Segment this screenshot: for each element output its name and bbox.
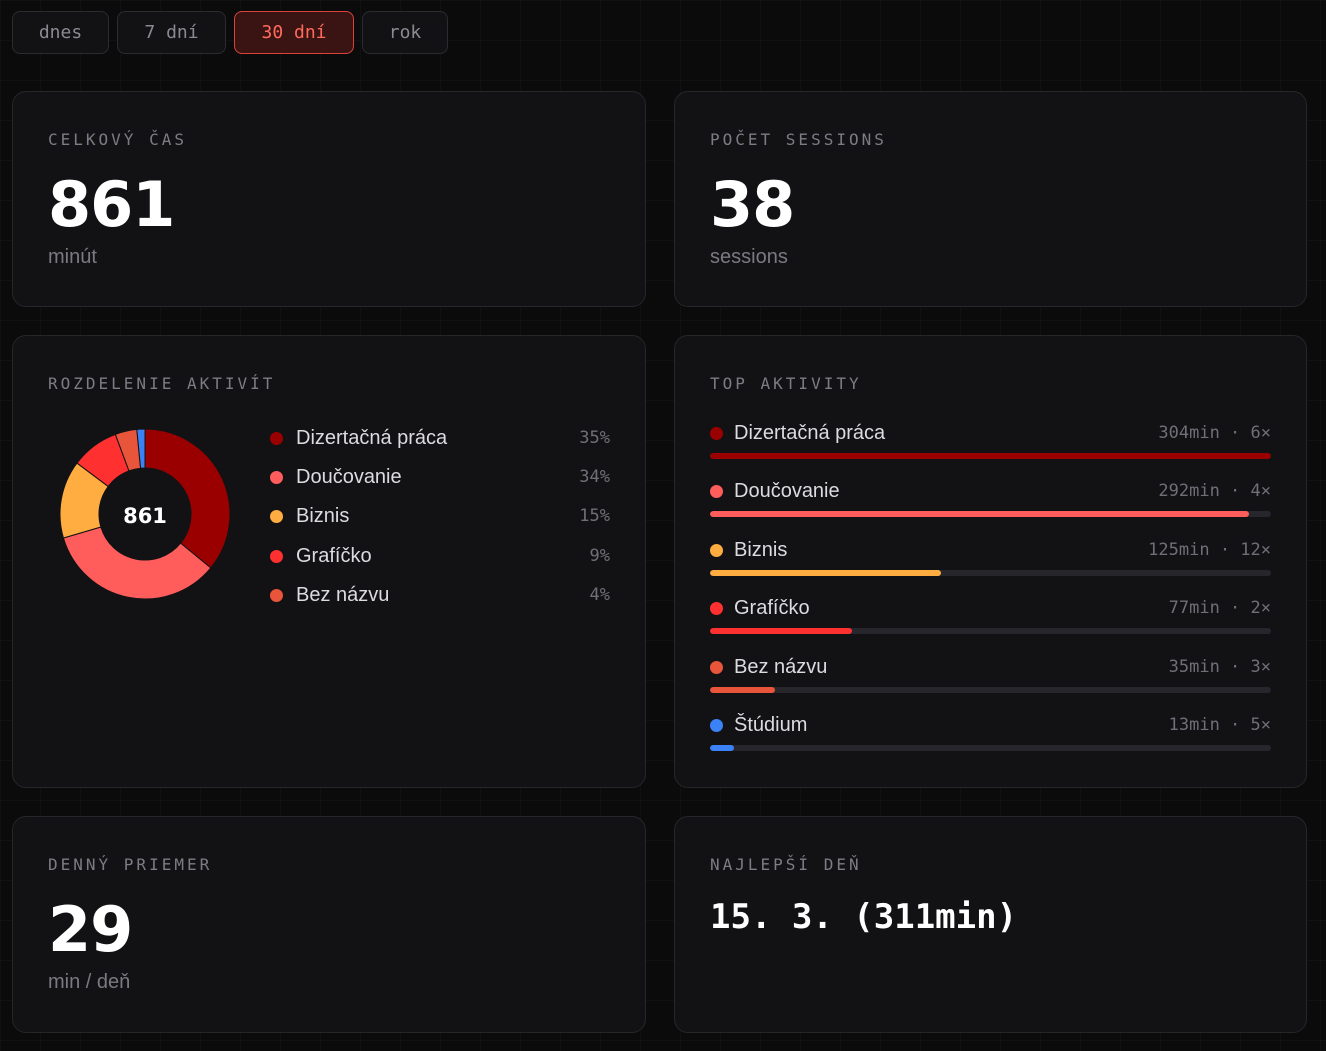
total-time-label: CELKOVÝ ČAS: [48, 130, 187, 149]
legend-name: Bez názvu: [296, 583, 390, 606]
activity-bar-fill: [710, 511, 1249, 517]
activity-bar-track: [710, 745, 1271, 751]
activity-bar-fill: [710, 570, 941, 576]
donut-slice-6: [136, 428, 146, 469]
legend-item: Grafíčko 9%: [270, 544, 610, 568]
legend-name: Grafíčko: [296, 544, 372, 567]
activity-name: Grafíčko: [734, 596, 810, 619]
activity-bar-track: [710, 687, 1271, 693]
breakdown-card: ROZDELENIE AKTIVÍT 861 Dizertačná práca …: [12, 335, 646, 788]
top-activity-row: Štúdium 13min · 5×: [710, 713, 1271, 753]
best-day-card: NAJLEPŠÍ DEŇ 15. 3. (311min): [674, 816, 1307, 1033]
top-activity-row: Dizertačná práca 304min · 6×: [710, 421, 1271, 461]
daily-average-unit: min / deň: [48, 971, 131, 993]
total-time-value: 861: [48, 168, 175, 241]
donut-center-label: 861: [123, 504, 167, 528]
total-time-unit: minút: [48, 246, 97, 268]
top-activity-row: Bez názvu 35min · 3×: [710, 655, 1271, 695]
legend-pct: 15%: [579, 506, 610, 526]
tab-year[interactable]: rok: [362, 11, 448, 54]
breakdown-label: ROZDELENIE AKTIVÍT: [48, 374, 276, 393]
top-activities-label: TOP AKTIVITY: [710, 374, 862, 393]
activity-donut-chart: 861: [59, 428, 231, 600]
activity-meta: 35min · 3×: [1168, 657, 1271, 677]
activity-meta: 13min · 5×: [1168, 715, 1271, 735]
legend-item: Bez názvu 4%: [270, 583, 610, 607]
activity-meta: 304min · 6×: [1158, 423, 1271, 443]
legend-dot: [270, 431, 283, 445]
activity-name: Štúdium: [734, 713, 808, 736]
activity-name: Dizertačná práca: [734, 421, 886, 444]
sessions-card: POČET SESSIONS 38 sessions: [674, 91, 1307, 307]
best-day-value: 15. 3. (311min): [710, 897, 1018, 937]
donut-slice-2: [62, 526, 212, 600]
tab-today[interactable]: dnes: [12, 11, 109, 54]
activity-meta: 125min · 12×: [1148, 540, 1271, 560]
activity-bar-track: [710, 628, 1271, 634]
legend-pct: 35%: [579, 428, 610, 448]
sessions-value: 38: [710, 168, 795, 241]
legend-item: Biznis 15%: [270, 504, 610, 528]
activity-bar-fill: [710, 628, 853, 634]
legend-pct: 34%: [579, 467, 610, 487]
activity-dot: [710, 484, 723, 498]
activity-bar-fill: [710, 687, 775, 693]
daily-average-label: DENNÝ PRIEMER: [48, 855, 213, 874]
activity-meta: 77min · 2×: [1168, 598, 1271, 618]
activity-dot: [710, 601, 723, 615]
legend-pct: 9%: [589, 546, 610, 566]
daily-average-value: 29: [48, 893, 133, 966]
legend-item: Dizertačná práca 35%: [270, 426, 610, 450]
activity-dot: [710, 426, 723, 440]
period-tabs: dnes 7 dní 30 dní rok: [12, 11, 448, 54]
legend-name: Dizertačná práca: [296, 426, 448, 449]
activity-dot: [710, 543, 723, 557]
activity-bar-track: [710, 453, 1271, 459]
legend-item: Doučovanie 34%: [270, 465, 610, 489]
activity-bar-fill: [710, 745, 734, 751]
legend-pct: 4%: [589, 585, 610, 605]
sessions-label: POČET SESSIONS: [710, 130, 887, 149]
top-activities-card: TOP AKTIVITY Dizertačná práca 304min · 6…: [674, 335, 1307, 788]
legend-name: Biznis: [296, 504, 350, 527]
total-time-card: CELKOVÝ ČAS 861 minút: [12, 91, 646, 307]
legend-dot: [270, 509, 283, 523]
top-activity-row: Biznis 125min · 12×: [710, 538, 1271, 578]
activity-name: Biznis: [734, 538, 788, 561]
donut-slice-1: [144, 428, 231, 569]
activity-bar-fill: [710, 453, 1271, 459]
legend-dot: [270, 588, 283, 602]
activity-meta: 292min · 4×: [1158, 481, 1271, 501]
legend-name: Doučovanie: [296, 465, 402, 488]
activity-dot: [710, 718, 723, 732]
activity-dot: [710, 660, 723, 674]
tab-30-days[interactable]: 30 dní: [234, 11, 354, 54]
activity-name: Bez názvu: [734, 655, 828, 678]
legend-dot: [270, 549, 283, 563]
activity-bar-track: [710, 570, 1271, 576]
daily-average-card: DENNÝ PRIEMER 29 min / deň: [12, 816, 646, 1033]
best-day-label: NAJLEPŠÍ DEŇ: [710, 855, 862, 874]
sessions-unit: sessions: [710, 246, 788, 268]
activity-name: Doučovanie: [734, 479, 840, 502]
legend-dot: [270, 470, 283, 484]
tab-7-days[interactable]: 7 dní: [117, 11, 226, 54]
top-activity-row: Doučovanie 292min · 4×: [710, 479, 1271, 519]
top-activity-row: Grafíčko 77min · 2×: [710, 596, 1271, 636]
activity-bar-track: [710, 511, 1271, 517]
